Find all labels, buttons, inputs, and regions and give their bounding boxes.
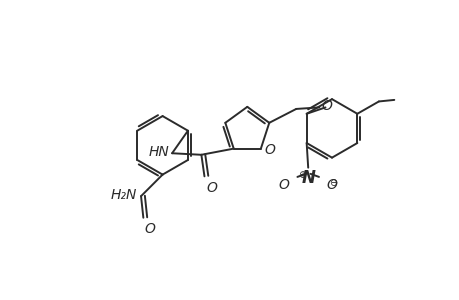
Text: HN: HN	[148, 145, 168, 159]
Text: N: N	[301, 169, 314, 187]
Text: O: O	[326, 178, 337, 193]
Text: H₂N: H₂N	[111, 188, 137, 202]
Text: O: O	[321, 99, 332, 113]
Text: O: O	[145, 222, 156, 236]
Text: O: O	[264, 143, 275, 157]
Text: O: O	[278, 178, 289, 193]
Text: ⊕: ⊕	[297, 170, 305, 180]
Text: ⊖: ⊖	[328, 178, 336, 188]
Text: O: O	[206, 181, 216, 195]
